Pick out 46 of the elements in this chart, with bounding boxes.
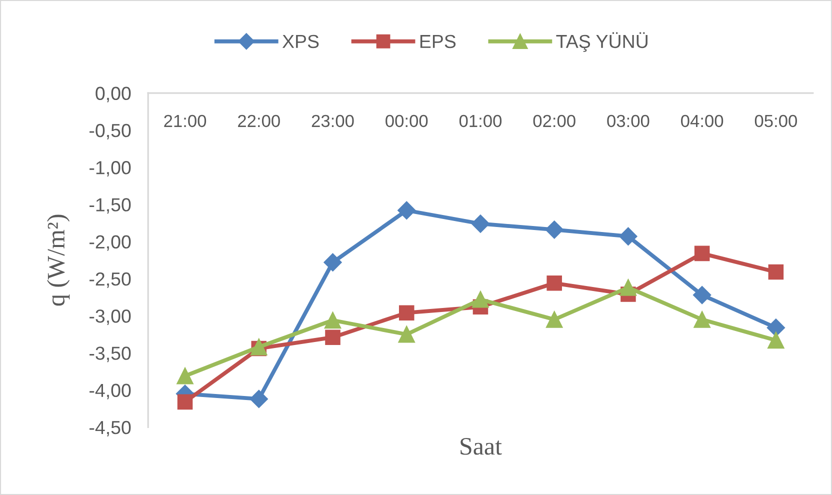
y-tick-label: -2,00	[90, 235, 131, 251]
y-tick-label: 0,00	[96, 86, 131, 102]
point	[398, 305, 414, 320]
point	[324, 253, 342, 272]
y-tick-label: -1,00	[90, 161, 131, 177]
point	[325, 330, 340, 345]
point	[694, 246, 710, 262]
x-tick-label: 01:00	[459, 114, 502, 128]
point	[768, 332, 784, 349]
point	[694, 311, 710, 328]
point	[250, 390, 268, 408]
y-axis-title: q (W/m²)	[46, 214, 70, 306]
legend-label: XPS	[282, 34, 319, 48]
x-tick-label: 22:00	[238, 114, 280, 128]
point	[398, 201, 416, 220]
point	[398, 326, 415, 343]
y-tick-label: -4,00	[90, 384, 131, 400]
y-tick-label: -3,00	[90, 310, 131, 326]
point	[177, 394, 193, 410]
y-tick-label: -3,50	[90, 346, 131, 362]
point	[546, 276, 562, 291]
legend-label: EPS	[420, 34, 456, 48]
x-axis-title: Saat	[460, 438, 502, 455]
point	[620, 279, 637, 296]
x-tick-label: 03:00	[607, 114, 650, 128]
point	[545, 220, 564, 239]
legend-label: TAŞ YÜNÜ	[556, 32, 648, 52]
x-tick-label: 21:00	[164, 114, 206, 128]
point	[766, 318, 785, 337]
point	[619, 227, 638, 246]
y-tick-label: -4,50	[90, 420, 131, 436]
x-tick-label: 05:00	[754, 114, 797, 128]
x-tick-label: 00:00	[386, 114, 428, 128]
x-tick-label: 02:00	[533, 114, 576, 128]
y-tick-label: -2,50	[90, 272, 131, 288]
point	[546, 311, 563, 328]
point	[768, 264, 784, 280]
point	[693, 286, 712, 304]
point	[324, 312, 342, 329]
x-tick-label: 23:00	[312, 114, 354, 128]
y-tick-label: -0,50	[90, 124, 131, 140]
x-tick-label: 04:00	[681, 114, 724, 128]
point	[176, 368, 194, 384]
point	[471, 214, 490, 233]
y-tick-label: -1,50	[90, 198, 131, 214]
point	[472, 291, 489, 308]
